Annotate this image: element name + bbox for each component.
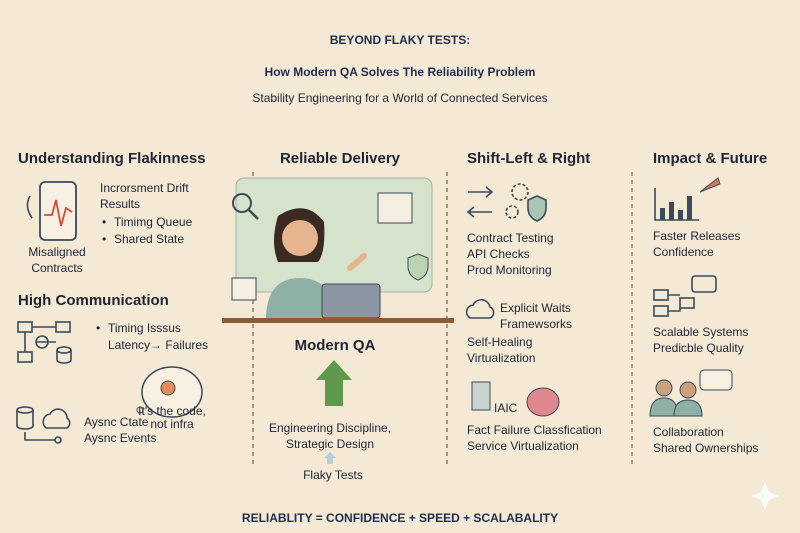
label: Prod Monitoring: [467, 263, 552, 277]
label: API Checks: [467, 247, 530, 261]
label: Contracts: [31, 261, 82, 275]
label: Scalable Systems: [653, 325, 748, 339]
label: Aysnc Events: [84, 431, 156, 445]
label: Aysnc Ctate: [84, 415, 149, 429]
bullet: •: [96, 321, 100, 335]
label: Explicit Waits: [500, 301, 571, 315]
cloud-icon: [465, 299, 495, 319]
column-heading: Understanding Flakinness: [18, 150, 206, 167]
arrow: [316, 360, 352, 406]
column-heading: Shift-Left & Right: [467, 150, 590, 167]
title: BEYOND FLAKY TESTS:: [330, 33, 470, 47]
bullet: •: [102, 232, 106, 246]
label: Fact Failure Classfication: [467, 423, 602, 437]
shift-icon: [466, 183, 547, 222]
illustration: [231, 177, 433, 320]
network-icon: [17, 321, 72, 364]
label: IAIC: [494, 401, 518, 415]
bullet: •: [102, 215, 106, 229]
async-icon: [16, 406, 71, 444]
label: Timimg Queue: [114, 215, 193, 229]
label: Flaky Tests: [303, 468, 363, 482]
desk: [222, 318, 454, 323]
label: Contract Testing: [467, 231, 554, 245]
label: Shared Ownerships: [653, 441, 758, 455]
label: Shared State: [114, 232, 184, 246]
label: Results: [100, 197, 140, 211]
footer-equation: RELIABLITY = CONFIDENCE + SPEED + SCALAB…: [242, 511, 558, 525]
phone-icon: [26, 181, 77, 241]
thought-bubble: [136, 366, 203, 418]
label: Framewsorks: [500, 317, 572, 331]
label: Confidence: [653, 245, 714, 259]
label: Self-Healing: [467, 335, 532, 349]
people-icon: [649, 369, 733, 417]
label: Virtualization: [467, 351, 535, 365]
label: Engineering Discipline,: [269, 421, 391, 435]
label: Service Virtualization: [467, 439, 579, 453]
subtitle: Stability Engineering for a World of Con…: [252, 91, 547, 105]
arrow: [324, 452, 336, 464]
label: Faster Releases: [653, 229, 740, 243]
infra-icon: [471, 381, 560, 417]
center-label: Modern QA: [295, 337, 376, 354]
label: Misaligned: [28, 245, 85, 259]
title: How Modern QA Solves The Reliability Pro…: [265, 65, 536, 79]
systems-icon: [653, 275, 717, 317]
sparkle: [751, 482, 779, 510]
label: Latency→ Failures: [108, 338, 208, 352]
subheading: High Communication: [18, 292, 169, 309]
column-heading: Reliable Delivery: [280, 150, 401, 167]
label: Timing Isssus: [108, 321, 181, 335]
label: Collaboration: [653, 425, 724, 439]
label: Predicble Quality: [653, 341, 744, 355]
growth-icon: [654, 177, 721, 221]
bubble-text: not infra: [150, 417, 194, 431]
column-heading: Impact & Future: [653, 150, 767, 167]
label: Incrorsment Drift: [100, 181, 189, 195]
label: Strategic Design: [286, 437, 374, 451]
bubble-text: It's the code,: [138, 404, 206, 418]
